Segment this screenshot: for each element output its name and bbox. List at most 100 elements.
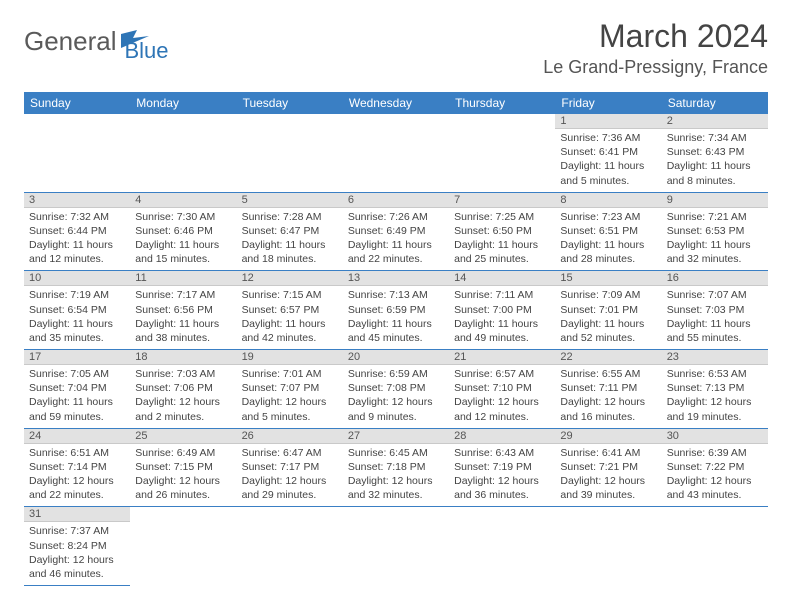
daylight-text: Daylight: 12 hours and 16 minutes. (560, 395, 656, 423)
sunrise-text: Sunrise: 6:53 AM (667, 367, 763, 381)
day-number: 2 (662, 114, 768, 129)
calendar-week-row: 31Sunrise: 7:37 AMSunset: 8:24 PMDayligh… (24, 507, 768, 586)
day-number: 15 (555, 271, 661, 286)
sunset-text: Sunset: 6:56 PM (135, 303, 231, 317)
day-content: Sunrise: 7:15 AMSunset: 6:57 PMDaylight:… (237, 286, 343, 349)
daylight-text: Daylight: 12 hours and 46 minutes. (29, 553, 125, 581)
day-number: 18 (130, 350, 236, 365)
sunset-text: Sunset: 6:57 PM (242, 303, 338, 317)
day-content: Sunrise: 6:43 AMSunset: 7:19 PMDaylight:… (449, 444, 555, 507)
day-number: 21 (449, 350, 555, 365)
calendar-cell: 29Sunrise: 6:41 AMSunset: 7:21 PMDayligh… (555, 428, 661, 507)
day-content: Sunrise: 6:45 AMSunset: 7:18 PMDaylight:… (343, 444, 449, 507)
day-number: 4 (130, 193, 236, 208)
sunset-text: Sunset: 6:59 PM (348, 303, 444, 317)
sunrise-text: Sunrise: 6:59 AM (348, 367, 444, 381)
day-content: Sunrise: 7:34 AMSunset: 6:43 PMDaylight:… (662, 129, 768, 192)
daylight-text: Daylight: 11 hours and 35 minutes. (29, 317, 125, 345)
sunset-text: Sunset: 7:22 PM (667, 460, 763, 474)
daylight-text: Daylight: 12 hours and 39 minutes. (560, 474, 656, 502)
calendar-cell: 4Sunrise: 7:30 AMSunset: 6:46 PMDaylight… (130, 192, 236, 271)
day-number: 23 (662, 350, 768, 365)
sunset-text: Sunset: 6:47 PM (242, 224, 338, 238)
day-number: 7 (449, 193, 555, 208)
weekday-header: Thursday (449, 92, 555, 114)
sunrise-text: Sunrise: 6:45 AM (348, 446, 444, 460)
sunrise-text: Sunrise: 7:23 AM (560, 210, 656, 224)
daylight-text: Daylight: 11 hours and 32 minutes. (667, 238, 763, 266)
day-number: 6 (343, 193, 449, 208)
day-content: Sunrise: 7:19 AMSunset: 6:54 PMDaylight:… (24, 286, 130, 349)
day-number: 28 (449, 429, 555, 444)
daylight-text: Daylight: 12 hours and 29 minutes. (242, 474, 338, 502)
daylight-text: Daylight: 11 hours and 28 minutes. (560, 238, 656, 266)
sunset-text: Sunset: 7:08 PM (348, 381, 444, 395)
sunrise-text: Sunrise: 7:11 AM (454, 288, 550, 302)
daylight-text: Daylight: 11 hours and 12 minutes. (29, 238, 125, 266)
daylight-text: Daylight: 12 hours and 26 minutes. (135, 474, 231, 502)
daylight-text: Daylight: 11 hours and 25 minutes. (454, 238, 550, 266)
day-number: 25 (130, 429, 236, 444)
day-content: Sunrise: 7:05 AMSunset: 7:04 PMDaylight:… (24, 365, 130, 428)
sunset-text: Sunset: 6:41 PM (560, 145, 656, 159)
day-number: 5 (237, 193, 343, 208)
calendar-cell: 25Sunrise: 6:49 AMSunset: 7:15 PMDayligh… (130, 428, 236, 507)
sunrise-text: Sunrise: 7:17 AM (135, 288, 231, 302)
day-number: 9 (662, 193, 768, 208)
day-content: Sunrise: 7:11 AMSunset: 7:00 PMDaylight:… (449, 286, 555, 349)
sunrise-text: Sunrise: 7:07 AM (667, 288, 763, 302)
sunset-text: Sunset: 7:00 PM (454, 303, 550, 317)
day-number: 17 (24, 350, 130, 365)
day-content: Sunrise: 6:39 AMSunset: 7:22 PMDaylight:… (662, 444, 768, 507)
sunset-text: Sunset: 7:03 PM (667, 303, 763, 317)
logo: General Blue (24, 18, 169, 64)
sunrise-text: Sunrise: 7:05 AM (29, 367, 125, 381)
calendar-cell: 30Sunrise: 6:39 AMSunset: 7:22 PMDayligh… (662, 428, 768, 507)
calendar-cell: 19Sunrise: 7:01 AMSunset: 7:07 PMDayligh… (237, 350, 343, 429)
calendar-cell: 7Sunrise: 7:25 AMSunset: 6:50 PMDaylight… (449, 192, 555, 271)
daylight-text: Daylight: 11 hours and 5 minutes. (560, 159, 656, 187)
calendar-cell (449, 507, 555, 586)
day-number: 30 (662, 429, 768, 444)
sunrise-text: Sunrise: 7:37 AM (29, 524, 125, 538)
weekday-header: Wednesday (343, 92, 449, 114)
calendar-cell: 3Sunrise: 7:32 AMSunset: 6:44 PMDaylight… (24, 192, 130, 271)
calendar-cell (130, 114, 236, 192)
sunrise-text: Sunrise: 7:25 AM (454, 210, 550, 224)
calendar-cell (237, 114, 343, 192)
calendar-cell: 15Sunrise: 7:09 AMSunset: 7:01 PMDayligh… (555, 271, 661, 350)
daylight-text: Daylight: 12 hours and 2 minutes. (135, 395, 231, 423)
calendar-cell: 18Sunrise: 7:03 AMSunset: 7:06 PMDayligh… (130, 350, 236, 429)
calendar-cell: 14Sunrise: 7:11 AMSunset: 7:00 PMDayligh… (449, 271, 555, 350)
sunrise-text: Sunrise: 6:47 AM (242, 446, 338, 460)
sunrise-text: Sunrise: 7:09 AM (560, 288, 656, 302)
day-number: 16 (662, 271, 768, 286)
day-number: 24 (24, 429, 130, 444)
day-number: 22 (555, 350, 661, 365)
header: General Blue March 2024 Le Grand-Pressig… (24, 18, 768, 78)
sunrise-text: Sunrise: 7:36 AM (560, 131, 656, 145)
calendar-week-row: 3Sunrise: 7:32 AMSunset: 6:44 PMDaylight… (24, 192, 768, 271)
calendar-cell: 10Sunrise: 7:19 AMSunset: 6:54 PMDayligh… (24, 271, 130, 350)
day-number: 12 (237, 271, 343, 286)
calendar-cell: 28Sunrise: 6:43 AMSunset: 7:19 PMDayligh… (449, 428, 555, 507)
calendar-cell: 9Sunrise: 7:21 AMSunset: 6:53 PMDaylight… (662, 192, 768, 271)
day-content: Sunrise: 6:59 AMSunset: 7:08 PMDaylight:… (343, 365, 449, 428)
day-content: Sunrise: 7:30 AMSunset: 6:46 PMDaylight:… (130, 208, 236, 271)
sunset-text: Sunset: 7:19 PM (454, 460, 550, 474)
daylight-text: Daylight: 12 hours and 43 minutes. (667, 474, 763, 502)
title-block: March 2024 Le Grand-Pressigny, France (543, 18, 768, 78)
daylight-text: Daylight: 11 hours and 42 minutes. (242, 317, 338, 345)
calendar-cell: 1 Sunrise: 7:36 AMSunset: 6:41 PMDaylight… (555, 114, 661, 192)
sunset-text: Sunset: 7:15 PM (135, 460, 231, 474)
day-number: 1 (555, 114, 661, 129)
sunset-text: Sunset: 7:07 PM (242, 381, 338, 395)
daylight-text: Daylight: 12 hours and 12 minutes. (454, 395, 550, 423)
sunset-text: Sunset: 7:13 PM (667, 381, 763, 395)
day-content: Sunrise: 7:23 AMSunset: 6:51 PMDaylight:… (555, 208, 661, 271)
calendar-cell: 8Sunrise: 7:23 AMSunset: 6:51 PMDaylight… (555, 192, 661, 271)
daylight-text: Daylight: 11 hours and 59 minutes. (29, 395, 125, 423)
day-number: 8 (555, 193, 661, 208)
day-number: 31 (24, 507, 130, 522)
weekday-header-row: SundayMondayTuesdayWednesdayThursdayFrid… (24, 92, 768, 114)
